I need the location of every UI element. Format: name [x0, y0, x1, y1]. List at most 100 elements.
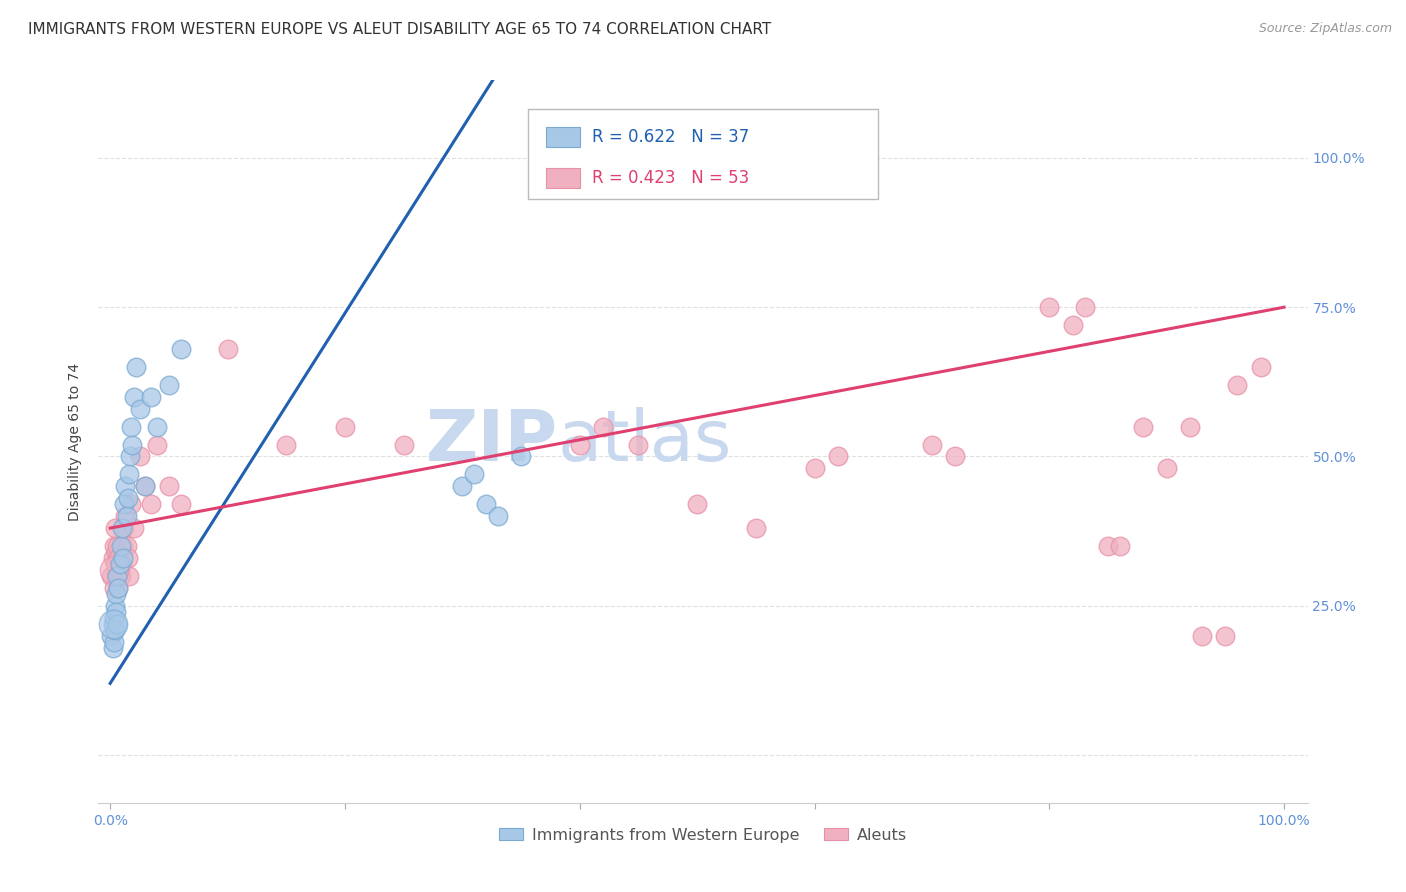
- Point: [451, 479, 474, 493]
- Point: [157, 479, 180, 493]
- Point: [1108, 539, 1130, 553]
- Y-axis label: Disability Age 65 to 74: Disability Age 65 to 74: [69, 362, 83, 521]
- FancyBboxPatch shape: [546, 127, 579, 147]
- Point: [117, 551, 139, 566]
- Point: [1250, 359, 1272, 374]
- Point: [128, 450, 150, 464]
- Text: R = 0.423   N = 53: R = 0.423 N = 53: [592, 169, 749, 186]
- Point: [169, 342, 191, 356]
- Point: [157, 377, 180, 392]
- Point: [1038, 300, 1060, 314]
- Point: [111, 557, 134, 571]
- Point: [1180, 419, 1202, 434]
- Point: [115, 539, 138, 553]
- Point: [217, 342, 239, 356]
- Point: [100, 629, 122, 643]
- Point: [105, 616, 128, 631]
- Point: [627, 437, 650, 451]
- Point: [827, 450, 849, 464]
- Point: [107, 581, 129, 595]
- Point: [100, 569, 122, 583]
- Point: [1097, 539, 1119, 553]
- Point: [463, 467, 485, 482]
- Point: [101, 551, 124, 566]
- Point: [112, 539, 135, 553]
- Point: [118, 467, 141, 482]
- Point: [1191, 629, 1213, 643]
- Point: [392, 437, 415, 451]
- Point: [333, 419, 356, 434]
- Point: [110, 569, 132, 583]
- Point: [117, 491, 139, 506]
- Point: [108, 569, 131, 583]
- Point: [121, 437, 143, 451]
- Point: [146, 437, 169, 451]
- Point: [128, 401, 150, 416]
- Text: atlas: atlas: [558, 407, 733, 476]
- Point: [103, 610, 125, 624]
- Point: [568, 437, 591, 451]
- Point: [103, 581, 125, 595]
- Point: [114, 509, 136, 524]
- Point: [276, 437, 298, 451]
- Point: [134, 479, 156, 493]
- Text: IMMIGRANTS FROM WESTERN EUROPE VS ALEUT DISABILITY AGE 65 TO 74 CORRELATION CHAR: IMMIGRANTS FROM WESTERN EUROPE VS ALEUT …: [28, 22, 772, 37]
- Point: [103, 539, 125, 553]
- Point: [104, 557, 127, 571]
- Point: [104, 599, 127, 613]
- Point: [101, 640, 124, 655]
- FancyBboxPatch shape: [527, 109, 879, 200]
- Point: [141, 390, 163, 404]
- Point: [921, 437, 943, 451]
- Point: [486, 509, 509, 524]
- Point: [108, 557, 131, 571]
- Point: [110, 539, 132, 553]
- Point: [118, 569, 141, 583]
- Point: [945, 450, 967, 464]
- Point: [134, 479, 156, 493]
- Point: [105, 545, 128, 559]
- Point: [112, 551, 135, 566]
- Point: [475, 497, 498, 511]
- Point: [107, 581, 129, 595]
- Point: [103, 563, 125, 577]
- Point: [141, 497, 163, 511]
- Point: [120, 497, 142, 511]
- Point: [745, 521, 768, 535]
- FancyBboxPatch shape: [546, 168, 579, 188]
- Point: [112, 521, 135, 535]
- Point: [122, 521, 145, 535]
- Point: [1073, 300, 1095, 314]
- Point: [803, 461, 825, 475]
- Point: [103, 634, 125, 648]
- Point: [169, 497, 191, 511]
- Point: [1215, 629, 1237, 643]
- Point: [510, 450, 533, 464]
- Point: [1156, 461, 1178, 475]
- Point: [105, 569, 128, 583]
- Point: [104, 521, 127, 535]
- Point: [111, 521, 134, 535]
- Text: Source: ZipAtlas.com: Source: ZipAtlas.com: [1258, 22, 1392, 36]
- Point: [120, 450, 142, 464]
- Point: [114, 479, 136, 493]
- Text: R = 0.622   N = 37: R = 0.622 N = 37: [592, 128, 749, 145]
- Point: [1132, 419, 1154, 434]
- Point: [105, 539, 128, 553]
- Point: [112, 497, 135, 511]
- Point: [107, 551, 129, 566]
- Point: [115, 509, 138, 524]
- Point: [146, 419, 169, 434]
- Point: [1226, 377, 1249, 392]
- Point: [592, 419, 614, 434]
- Point: [105, 587, 128, 601]
- Point: [105, 605, 128, 619]
- Point: [1062, 318, 1084, 332]
- Point: [122, 390, 145, 404]
- Text: ZIP: ZIP: [426, 407, 558, 476]
- Point: [101, 616, 124, 631]
- Point: [125, 359, 148, 374]
- Point: [105, 569, 128, 583]
- Point: [120, 419, 142, 434]
- Point: [104, 623, 127, 637]
